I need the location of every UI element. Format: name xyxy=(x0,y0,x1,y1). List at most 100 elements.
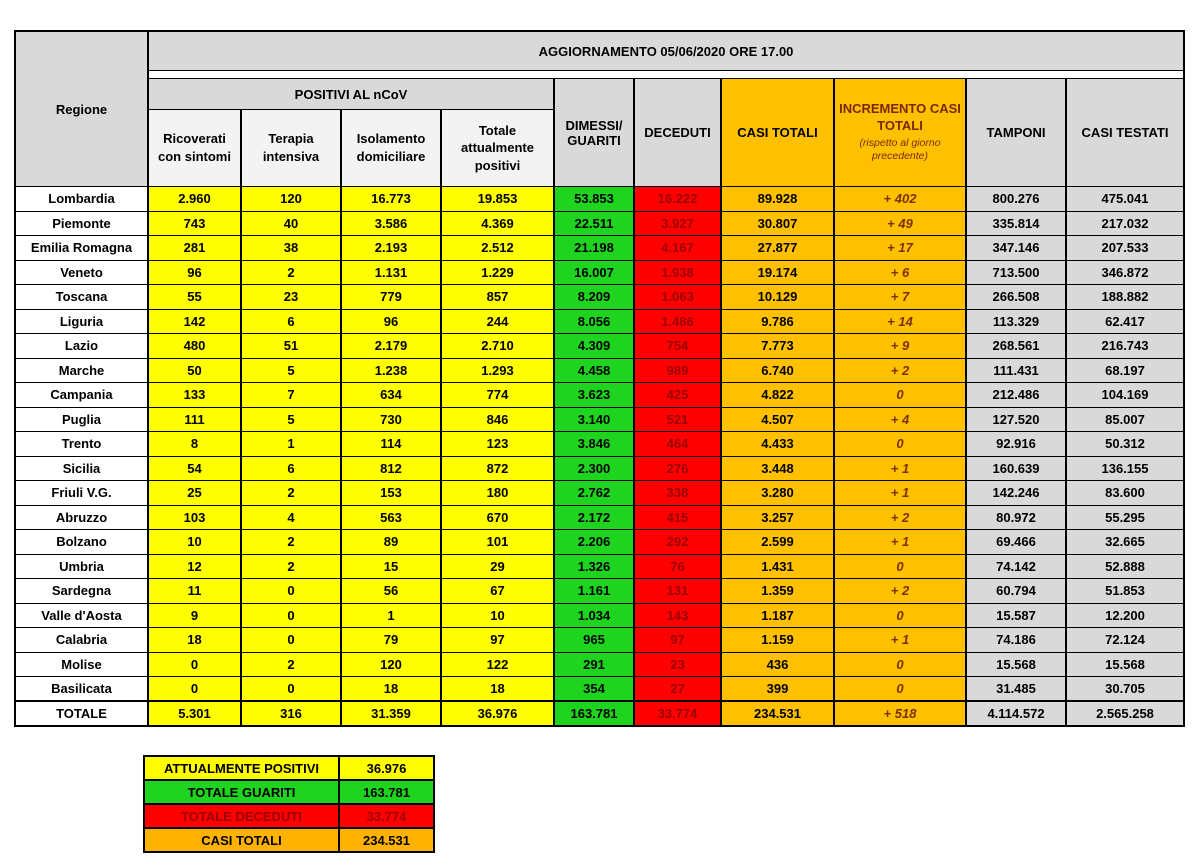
cell-casi-totali: 2.599 xyxy=(720,529,835,555)
cell-casi-testati: 104.169 xyxy=(1065,382,1185,408)
cell-dimessi: 22.511 xyxy=(553,210,635,236)
cell-totale-positivi: 97 xyxy=(440,627,555,653)
cell-deceduti: 276 xyxy=(633,455,722,481)
cell-totale-positivi: 67 xyxy=(440,578,555,604)
cell-totale-positivi: 1.293 xyxy=(440,357,555,383)
table-row: Puglia 111 5 730 846 3.140 521 4.507 + 4 127.520 8… xyxy=(14,406,1185,432)
cell-casi-totali: 1.431 xyxy=(720,553,835,579)
cell-tamponi: 111.431 xyxy=(965,357,1067,383)
cell-deceduti: 989 xyxy=(633,357,722,383)
cell-tamponi: 127.520 xyxy=(965,406,1067,432)
cell-region: Calabria xyxy=(14,627,149,653)
update-banner: AGGIORNAMENTO 05/06/2020 ORE 17.00 xyxy=(147,30,1185,71)
cell-region: Lombardia xyxy=(14,186,149,212)
cell-terapia: 2 xyxy=(240,529,342,555)
cell-ricoverati: 9 xyxy=(147,602,242,628)
cell-terapia: 2 xyxy=(240,553,342,579)
cell-totale-positivi: 19.853 xyxy=(440,186,555,212)
incremento-note: (rispetto al giorno precedente) xyxy=(859,137,941,163)
cell-casi-totali: 1.187 xyxy=(720,602,835,628)
cell-isolamento: 730 xyxy=(340,406,442,432)
cell-isolamento: 2.179 xyxy=(340,333,442,359)
cell-casi-totali: 89.928 xyxy=(720,186,835,212)
cell-ricoverati: 281 xyxy=(147,235,242,261)
cell-ricoverati: 10 xyxy=(147,529,242,555)
cell-terapia: 5 xyxy=(240,357,342,383)
cell-casi-totali: 3.257 xyxy=(720,504,835,530)
cell-terapia: 5 xyxy=(240,406,342,432)
cell-casi-totali: 30.807 xyxy=(720,210,835,236)
summary-value: 36.976 xyxy=(338,755,435,781)
cell-ricoverati: 743 xyxy=(147,210,242,236)
table-row: Sicilia 54 6 812 872 2.300 276 3.448 + 1 160.639 1… xyxy=(14,455,1185,481)
cell-incremento: + 9 xyxy=(833,333,967,359)
cell-region: Liguria xyxy=(14,308,149,334)
cell-region: TOTALE xyxy=(14,700,149,727)
summary-row-attualmente-positivi: ATTUALMENTE POSITIVI 36.976 xyxy=(143,755,435,781)
cell-totale-positivi: 2.512 xyxy=(440,235,555,261)
cell-casi-testati: 217.032 xyxy=(1065,210,1185,236)
cell-region: Basilicata xyxy=(14,676,149,702)
cell-casi-testati: 83.600 xyxy=(1065,480,1185,506)
cell-region: Toscana xyxy=(14,284,149,310)
column-header-isolamento: Isolamento domiciliare xyxy=(340,109,442,187)
column-header-incremento: INCREMENTO CASI TOTALI (rispetto al gior… xyxy=(833,78,967,187)
cell-totale-positivi: 4.369 xyxy=(440,210,555,236)
cell-tamponi: 160.639 xyxy=(965,455,1067,481)
cell-isolamento: 79 xyxy=(340,627,442,653)
cell-tamponi: 347.146 xyxy=(965,235,1067,261)
table-row: Trento 8 1 114 123 3.846 464 4.433 0 92.916 50.312 xyxy=(14,431,1185,457)
cell-region: Valle d'Aosta xyxy=(14,602,149,628)
table-row: Basilicata 0 0 18 18 354 27 399 0 31.485 30.705 xyxy=(14,676,1185,702)
cell-terapia: 0 xyxy=(240,676,342,702)
cell-casi-totali: 234.531 xyxy=(720,700,835,727)
cell-casi-testati: 72.124 xyxy=(1065,627,1185,653)
cell-isolamento: 812 xyxy=(340,455,442,481)
cell-isolamento: 2.193 xyxy=(340,235,442,261)
cell-terapia: 7 xyxy=(240,382,342,408)
cell-region: Trento xyxy=(14,431,149,457)
column-header-casi-testati: CASI TESTATI xyxy=(1065,78,1185,187)
cell-casi-totali: 3.448 xyxy=(720,455,835,481)
cell-deceduti: 521 xyxy=(633,406,722,432)
cell-ricoverati: 2.960 xyxy=(147,186,242,212)
totale-row: TOTALE 5.301 316 31.359 36.976 163.781 3… xyxy=(14,700,1185,727)
cell-totale-positivi: 774 xyxy=(440,382,555,408)
cell-isolamento: 1.238 xyxy=(340,357,442,383)
cell-incremento: + 7 xyxy=(833,284,967,310)
column-header-dimessi-guariti: DIMESSI/ GUARITI xyxy=(553,78,635,187)
column-header-casi-totali: CASI TOTALI xyxy=(720,78,835,187)
cell-isolamento: 120 xyxy=(340,651,442,677)
cell-incremento: + 402 xyxy=(833,186,967,212)
cell-incremento: + 1 xyxy=(833,455,967,481)
cell-totale-positivi: 857 xyxy=(440,284,555,310)
cell-tamponi: 15.587 xyxy=(965,602,1067,628)
cell-ricoverati: 133 xyxy=(147,382,242,408)
cell-totale-positivi: 1.229 xyxy=(440,259,555,285)
cell-isolamento: 96 xyxy=(340,308,442,334)
cell-ricoverati: 12 xyxy=(147,553,242,579)
sub-header-row: Ricoverati con sintomi Terapia intensiva… xyxy=(15,109,1184,187)
table-row: Friuli V.G. 25 2 153 180 2.762 338 3.280 + 1 142.… xyxy=(14,480,1185,506)
cell-deceduti: 27 xyxy=(633,676,722,702)
cell-dimessi: 2.300 xyxy=(553,455,635,481)
cell-isolamento: 153 xyxy=(340,480,442,506)
summary-label: TOTALE DECEDUTI xyxy=(143,803,340,829)
cell-terapia: 2 xyxy=(240,480,342,506)
table-row: Sardegna 11 0 56 67 1.161 131 1.359 + 2 60.794 51.… xyxy=(14,578,1185,604)
cell-ricoverati: 55 xyxy=(147,284,242,310)
cell-totale-positivi: 2.710 xyxy=(440,333,555,359)
cell-ricoverati: 18 xyxy=(147,627,242,653)
incremento-title: INCREMENTO CASI TOTALI xyxy=(839,101,961,134)
table-row: Emilia Romagna 281 38 2.193 2.512 21.198 4.167… xyxy=(14,235,1185,261)
cell-dimessi: 163.781 xyxy=(553,700,635,727)
summary-value: 163.781 xyxy=(338,779,435,805)
cell-casi-testati: 207.533 xyxy=(1065,235,1185,261)
cell-totale-positivi: 122 xyxy=(440,651,555,677)
group-header-row: POSITIVI AL nCoV DIMESSI/ GUARITI DECEDU… xyxy=(15,78,1185,187)
table-row: Bolzano 10 2 89 101 2.206 292 2.599 + 1 69.466 32.… xyxy=(14,529,1185,555)
cell-deceduti: 415 xyxy=(633,504,722,530)
cell-region: Emilia Romagna xyxy=(14,235,149,261)
table-row: Campania 133 7 634 774 3.623 425 4.822 0 212.486 1… xyxy=(14,382,1185,408)
